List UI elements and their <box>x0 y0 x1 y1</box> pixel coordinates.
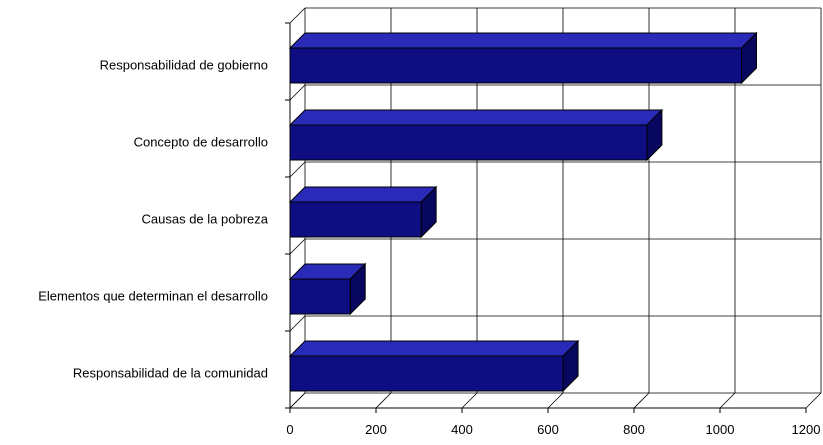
label-layer: 0 200 400 600 800 1000 1200 Responsabilidad de … <box>38 58 820 438</box>
gridline-depth <box>289 315 306 332</box>
gridline-depth <box>289 238 306 255</box>
bar <box>288 185 438 239</box>
x-tick-label: 600 <box>537 422 559 437</box>
bar <box>288 339 580 393</box>
bar-top-face <box>288 186 438 203</box>
bar-layer <box>288 31 758 393</box>
gridline-depth <box>289 84 306 101</box>
bar-front-face <box>289 201 422 238</box>
floor-gridline <box>633 392 650 409</box>
x-tick-label: 200 <box>365 422 387 437</box>
gridline-depth <box>289 7 306 24</box>
x-tick-label: 1000 <box>706 422 735 437</box>
x-tick-label: 800 <box>623 422 645 437</box>
floor-gridline <box>719 392 736 409</box>
bar-front-face <box>289 278 351 315</box>
floor-gridline <box>805 392 822 409</box>
category-label: Responsabilidad de la comunidad <box>73 366 268 381</box>
category-label: Elementos que determinan el desarrollo <box>38 289 268 304</box>
gridline-depth <box>289 161 306 178</box>
bar <box>288 262 367 316</box>
category-label: Causas de la pobreza <box>142 212 269 227</box>
bar <box>288 108 664 162</box>
bar-front-face <box>289 124 648 161</box>
bar-top-face <box>288 109 664 126</box>
x-tick-label: 1200 <box>792 422 821 437</box>
bar-front-face <box>289 47 742 84</box>
floor-gridline <box>547 392 564 409</box>
x-tick-label: 0 <box>286 422 293 437</box>
floor-gridline <box>289 392 306 409</box>
category-label: Responsabilidad de gobierno <box>100 58 268 73</box>
category-label: Concepto de desarrollo <box>134 135 268 150</box>
bar <box>288 31 758 85</box>
bar-top-face <box>288 32 758 49</box>
floor-gridline <box>461 392 478 409</box>
x-tick-label: 400 <box>451 422 473 437</box>
bar-top-face <box>288 340 580 357</box>
floor-gridline <box>375 392 392 409</box>
bar-front-face <box>289 355 564 392</box>
